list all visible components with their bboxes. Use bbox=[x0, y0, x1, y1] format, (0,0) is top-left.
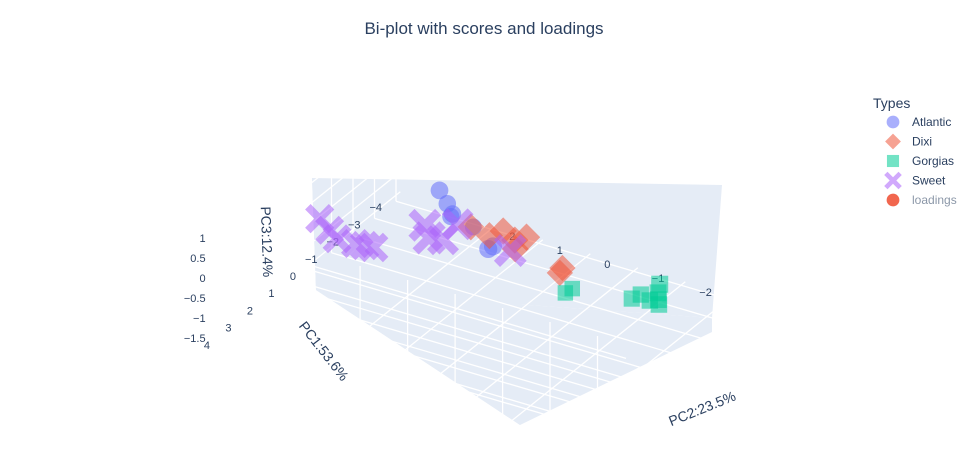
x-tick-label: −1 bbox=[305, 254, 318, 266]
z-tick-label: 1 bbox=[199, 233, 205, 245]
sweet-legend-icon[interactable] bbox=[884, 171, 902, 190]
x-tick-label: 1 bbox=[268, 288, 274, 300]
gridline-x-floor bbox=[352, 234, 762, 357]
gridline-x-floor bbox=[331, 252, 741, 374]
x-tick-label: −3 bbox=[348, 219, 361, 231]
series-gorgias[interactable] bbox=[557, 275, 669, 313]
atlantic-legend-icon[interactable] bbox=[886, 115, 900, 129]
gridline-z-back bbox=[217, 277, 627, 400]
gridline-z-side bbox=[217, 111, 401, 259]
data-point-sweet[interactable] bbox=[358, 232, 389, 263]
data-markers[interactable] bbox=[305, 181, 669, 313]
z-tick-label: 0 bbox=[199, 273, 205, 285]
gorgias-legend-icon[interactable] bbox=[886, 154, 900, 168]
x-tick-label: 3 bbox=[225, 323, 231, 335]
gridline-z-back bbox=[217, 337, 600, 450]
data-point-dixi[interactable] bbox=[475, 222, 503, 250]
legend-item-gorgias[interactable]: Gorgias bbox=[886, 154, 954, 168]
legend[interactable]: Types Atlantic Dixi Gorgias Sweet loadings bbox=[873, 95, 957, 207]
z-tick-label: −0.5 bbox=[184, 293, 206, 305]
x-tick-label: 0 bbox=[290, 271, 296, 283]
legend-item-loadings[interactable]: loadings bbox=[886, 193, 957, 207]
gridline-x-floor bbox=[266, 303, 676, 426]
legend-item-sweet[interactable]: Sweet bbox=[884, 171, 946, 190]
z-tick-label: −1.5 bbox=[184, 333, 206, 345]
z-tick-label: 0.5 bbox=[190, 253, 205, 265]
legend-label: Sweet bbox=[912, 174, 946, 188]
y-tick-label: 0 bbox=[604, 259, 610, 271]
data-point-dixi[interactable] bbox=[546, 259, 574, 287]
data-point-gorgias[interactable] bbox=[564, 280, 581, 297]
x-tick-label: −4 bbox=[369, 202, 382, 214]
legend-label: Atlantic bbox=[912, 115, 951, 129]
legend-label: Gorgias bbox=[912, 154, 954, 168]
legend-item-dixi[interactable]: Dixi bbox=[885, 133, 932, 150]
loadings-legend-icon[interactable] bbox=[886, 193, 900, 207]
gridline-y-floor bbox=[312, 225, 496, 373]
chart-title: Bi-plot with scores and loadings bbox=[364, 19, 603, 38]
floor-pane bbox=[316, 290, 712, 425]
data-point-atlantic[interactable] bbox=[430, 181, 449, 200]
y-tick-label: −2 bbox=[699, 287, 712, 299]
data-point-gorgias[interactable] bbox=[651, 275, 669, 293]
gridline-z-side bbox=[217, 171, 401, 319]
x-tick-label: 4 bbox=[204, 340, 210, 352]
z-axis-title: PC3:12.4% bbox=[258, 206, 276, 277]
data-point-sweet[interactable] bbox=[412, 221, 446, 255]
gridline-z-side bbox=[217, 131, 401, 279]
legend-item-atlantic[interactable]: Atlantic bbox=[886, 115, 952, 129]
gridline-y-floor bbox=[359, 239, 544, 387]
gridline-y-floor bbox=[549, 295, 734, 443]
dixi-legend-icon[interactable] bbox=[885, 133, 901, 150]
gridline-z-back bbox=[217, 317, 627, 440]
gridline-x-floor bbox=[288, 286, 698, 409]
gridline-x-floor bbox=[309, 269, 719, 392]
gridline-x-floor bbox=[245, 320, 655, 443]
legend-title: Types bbox=[873, 95, 910, 111]
gridline-y-floor bbox=[454, 267, 639, 415]
gridline-z-back bbox=[217, 237, 627, 360]
gridline-z-back bbox=[217, 257, 627, 380]
legend-label: Dixi bbox=[912, 135, 932, 149]
gridline-z-back bbox=[217, 297, 627, 420]
gridline-y-floor bbox=[603, 309, 781, 450]
y-axis-title: PC2:23.5% bbox=[666, 388, 738, 429]
gridlines bbox=[217, 81, 805, 450]
data-point-sweet[interactable] bbox=[493, 234, 527, 267]
data-point-dixi[interactable] bbox=[489, 217, 517, 245]
legend-label: loadings bbox=[912, 193, 957, 207]
z-tick-label: −1 bbox=[193, 313, 206, 325]
gridline-z-side bbox=[217, 91, 401, 239]
y-tick-label: 1 bbox=[557, 245, 563, 257]
series-sweet[interactable] bbox=[305, 204, 527, 267]
gridline-x-floor bbox=[223, 338, 604, 450]
x-tick-label: 2 bbox=[247, 305, 253, 317]
